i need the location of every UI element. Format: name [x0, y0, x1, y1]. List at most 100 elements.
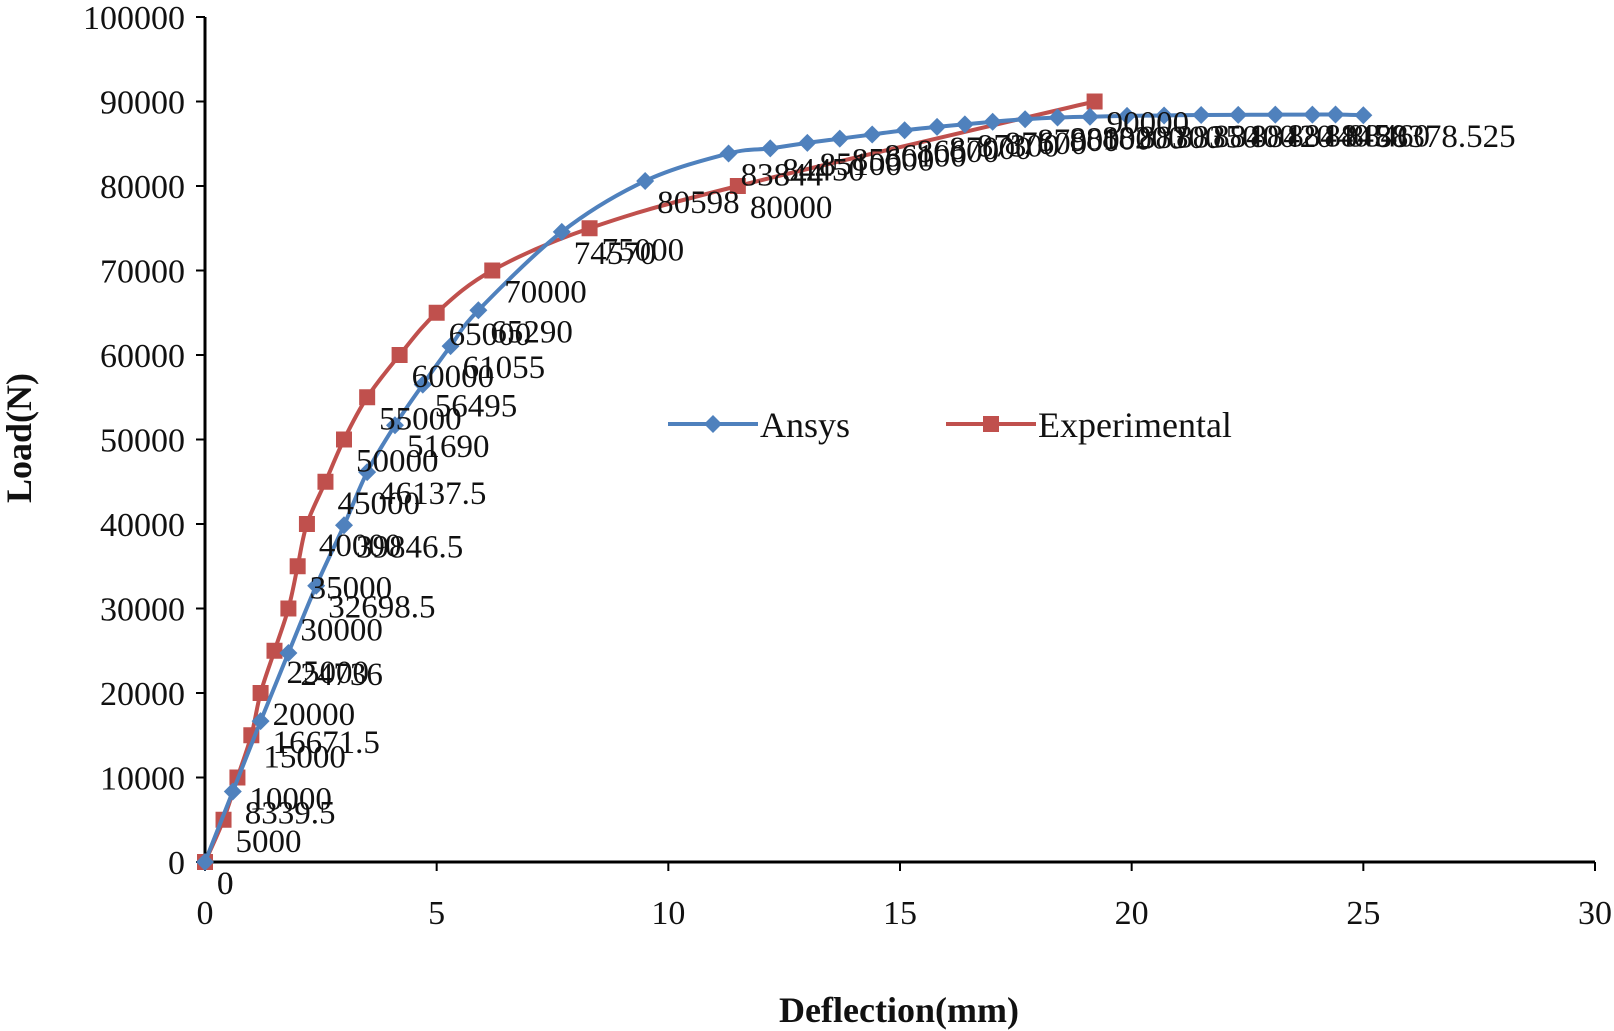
data-label-ansys: 87000 [949, 131, 1032, 167]
data-label-ansys: 16671.5 [273, 725, 380, 761]
data-point-ansys [928, 117, 947, 136]
data-point-experimental [289, 558, 306, 575]
y-tick-label: 40000 [100, 507, 185, 544]
data-label-ansys: 88300 [1139, 120, 1222, 156]
data-point-ansys [1354, 106, 1373, 125]
legend-label-experimental: Experimental [1038, 405, 1232, 445]
data-label-ansys: 8339.5 [245, 796, 336, 832]
legend-marker-ansys [704, 415, 722, 433]
data-label-ansys: 84450 [782, 152, 865, 188]
data-point-ansys [1118, 106, 1137, 125]
data-point-ansys [1155, 106, 1174, 125]
data-label-experimental: 70000 [504, 275, 587, 311]
data-label-ansys: 65290 [490, 314, 573, 350]
data-point-ansys [955, 115, 974, 134]
data-point-experimental [1086, 93, 1103, 110]
data-label-ansys: 88460 [1348, 119, 1431, 155]
data-point-ansys [469, 301, 488, 320]
data-label-experimental: 65000 [449, 317, 531, 353]
y-tick-label: 80000 [100, 169, 185, 206]
data-label-ansys: 88400 [1213, 119, 1296, 155]
data-point-ansys [279, 643, 298, 662]
data-point-ansys [1016, 110, 1035, 129]
data-label-ansys: 24736 [300, 657, 383, 693]
data-point-ansys [636, 171, 655, 190]
data-point-experimental [280, 600, 297, 617]
data-label-ansys: 88450 [1324, 119, 1407, 155]
data-label-ansys: 87600 [1005, 126, 1088, 162]
data-label-ansys: 80598 [657, 185, 740, 221]
y-tick-label: 20000 [100, 676, 185, 713]
data-label-ansys: 51690 [407, 429, 490, 465]
data-point-ansys [335, 516, 353, 535]
data-label-ansys: 74570 [574, 236, 657, 272]
data-point-experimental [252, 685, 269, 701]
data-label-ansys: 85100 [819, 147, 902, 183]
data-point-experimental [298, 516, 315, 532]
series-ansys [196, 105, 1373, 871]
data-label-experimental: 25000 [287, 655, 370, 691]
data-label-ansys: 88440 [1287, 119, 1370, 155]
x-tick-label: 0 [197, 895, 214, 932]
data-point-ansys [1229, 105, 1248, 124]
data-label-experimental: 40000 [319, 528, 402, 564]
y-tick-label: 10000 [100, 761, 185, 798]
data-point-ansys [1192, 106, 1211, 125]
data-label-ansys: 88420 [1250, 119, 1333, 155]
data-point-ansys [1266, 105, 1285, 124]
data-point-ansys [895, 121, 914, 140]
data-point-ansys [798, 133, 817, 152]
data-point-ansys [719, 144, 738, 163]
data-point-experimental [428, 304, 445, 321]
data-point-ansys [830, 129, 849, 148]
data-point-experimental [729, 178, 746, 194]
data-point-experimental [391, 347, 408, 363]
data-label-ansys: 86100 [884, 138, 967, 174]
y-tick-label: 100000 [83, 0, 185, 37]
data-label-ansys: 85600 [852, 143, 935, 179]
data-label-experimental: 80000 [750, 190, 833, 226]
y-tick-label: 30000 [100, 592, 185, 629]
data-point-ansys [761, 139, 780, 158]
data-label-experimental: 50000 [356, 444, 439, 480]
legend: Ansys Experimental [668, 405, 1232, 445]
x-tick-label: 25 [1346, 895, 1380, 932]
data-label-ansys: 32698.5 [328, 590, 435, 626]
data-label-ansys: 88100 [1070, 122, 1153, 158]
y-axis-title: Load(N) [0, 373, 39, 503]
data-label-experimental: 45000 [337, 486, 420, 522]
y-tick-label: 90000 [100, 85, 185, 122]
data-label-ansys: 56495 [435, 389, 518, 425]
y-tick-label: 60000 [100, 338, 185, 375]
legend-marker-experimental [983, 416, 999, 432]
data-point-experimental [336, 431, 352, 448]
data-point-ansys [413, 375, 432, 394]
data-label-experimental: 90000 [1107, 106, 1190, 142]
data-label-ansys: 88200 [1102, 121, 1185, 157]
data-label-ansys: 61055 [463, 350, 545, 386]
data-point-ansys [1080, 107, 1099, 126]
data-point-experimental [581, 220, 598, 237]
y-tick-label: 0 [168, 845, 185, 882]
x-tick-label: 30 [1578, 895, 1612, 932]
data-label-ansys: 88378.525 [1375, 119, 1515, 155]
data-label-ansys: 46137.5 [379, 476, 486, 512]
data-point-ansys [983, 112, 1002, 131]
data-label-experimental: 75000 [602, 232, 685, 268]
data-label-ansys: 88350 [1176, 119, 1259, 155]
data-label-experimental: 0 [217, 866, 234, 902]
data-point-ansys [307, 576, 326, 595]
data-point-ansys [196, 853, 214, 871]
data-label-ansys: 0 [217, 866, 234, 902]
y-tick-label: 70000 [100, 254, 185, 291]
data-label-ansys: 87900 [1037, 123, 1120, 159]
data-point-ansys [385, 416, 404, 435]
data-point-experimental [317, 473, 334, 490]
data-point-ansys [863, 125, 882, 144]
data-point-ansys [358, 463, 377, 482]
legend-label-ansys: Ansys [760, 405, 850, 445]
axes: 0 10000 20000 30000 40000 50000 60000 70000 8000… [83, 0, 1612, 932]
data-label-experimental: 35000 [310, 570, 393, 606]
